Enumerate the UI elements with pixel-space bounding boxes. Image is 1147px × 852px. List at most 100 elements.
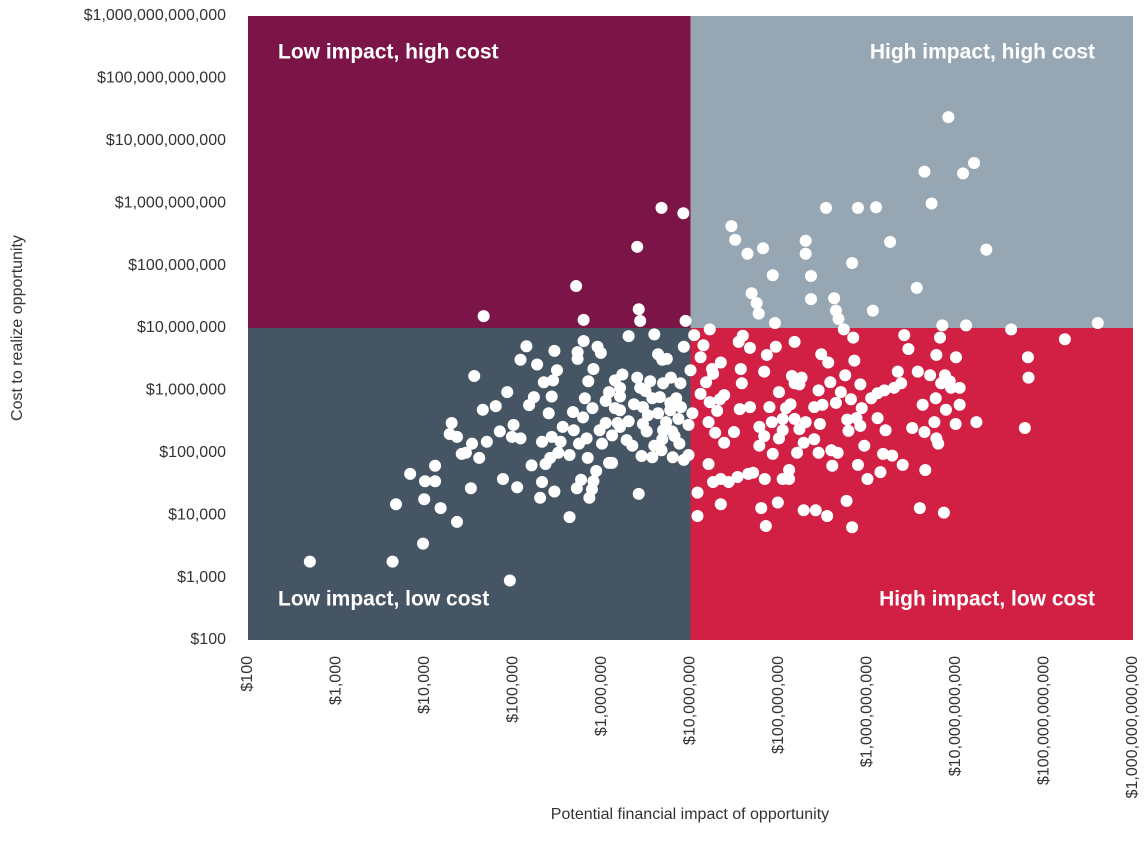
quadrant-label: Low impact, high cost <box>278 41 499 64</box>
y-tick-label: $1,000,000 <box>146 382 226 399</box>
x-tick-label: $10,000,000 <box>682 656 699 745</box>
point <box>525 459 538 472</box>
x-tick-label: $100 <box>239 656 256 692</box>
y-tick-label: $10,000,000 <box>137 319 226 336</box>
point <box>577 313 590 326</box>
point <box>652 407 665 420</box>
point <box>791 446 804 459</box>
point <box>939 403 952 416</box>
point <box>980 243 993 256</box>
point <box>563 449 576 462</box>
point <box>599 417 612 430</box>
point <box>691 486 704 499</box>
point <box>434 502 447 515</box>
point <box>590 465 603 478</box>
point <box>841 413 854 426</box>
point <box>805 270 818 283</box>
point <box>866 304 879 317</box>
point <box>451 515 464 528</box>
point <box>417 537 430 550</box>
y-tick-label: $100 <box>190 631 226 648</box>
point <box>929 392 942 405</box>
point <box>674 401 687 414</box>
x-tick-label: $1,000,000,000 <box>859 656 876 767</box>
point <box>303 555 316 568</box>
point <box>514 432 527 445</box>
point <box>854 419 867 432</box>
point <box>879 424 892 437</box>
point <box>466 437 479 450</box>
point <box>805 293 818 306</box>
point <box>674 377 687 390</box>
point <box>820 201 833 214</box>
point <box>389 498 402 511</box>
point <box>653 391 666 404</box>
point <box>812 446 825 459</box>
x-axis-label: Potential financial impact of opportunit… <box>551 806 829 823</box>
point <box>418 493 431 506</box>
point <box>824 376 837 389</box>
point <box>766 447 779 460</box>
point <box>614 390 627 403</box>
point <box>844 393 857 406</box>
point <box>511 481 524 494</box>
y-tick-label: $100,000,000 <box>128 257 226 274</box>
point <box>507 418 520 431</box>
point <box>477 310 490 323</box>
y-tick-label: $1,000 <box>177 569 226 586</box>
point <box>763 401 776 414</box>
point <box>753 439 766 452</box>
point <box>753 420 766 433</box>
y-tick-label: $1,000,000,000 <box>115 194 226 211</box>
point <box>594 346 607 359</box>
point <box>831 446 844 459</box>
point <box>606 429 619 442</box>
point <box>464 482 477 495</box>
y-tick-label: $100,000 <box>159 444 226 461</box>
point <box>451 430 464 443</box>
point <box>1005 323 1018 336</box>
point <box>769 340 782 353</box>
point <box>741 247 754 260</box>
y-tick-label: $100,000,000,000 <box>97 70 226 87</box>
point <box>577 334 590 347</box>
x-tick-label: $100,000 <box>505 656 522 723</box>
point <box>734 363 747 376</box>
point <box>937 506 950 519</box>
y-tick-label: $10,000 <box>168 506 226 523</box>
y-tick-label: $1,000,000,000,000 <box>84 7 226 24</box>
point <box>829 396 842 409</box>
point <box>666 451 679 464</box>
point <box>622 415 635 428</box>
point <box>386 555 399 568</box>
point <box>429 475 442 488</box>
point <box>895 377 908 390</box>
point <box>703 396 716 409</box>
point <box>707 367 720 380</box>
point <box>925 197 938 210</box>
point <box>788 335 801 348</box>
x-tick-label: $10,000 <box>416 656 433 714</box>
point <box>459 446 472 459</box>
point <box>911 365 924 378</box>
point <box>606 456 619 469</box>
point <box>520 340 533 353</box>
point <box>834 386 847 399</box>
point <box>581 451 594 464</box>
point <box>731 470 744 483</box>
point <box>580 432 593 445</box>
point <box>932 437 945 450</box>
point <box>702 416 715 429</box>
point <box>682 418 695 431</box>
point <box>851 201 864 214</box>
point <box>563 511 576 524</box>
point <box>898 329 911 342</box>
point <box>886 449 899 462</box>
point <box>877 447 890 460</box>
point <box>714 498 727 511</box>
point <box>679 314 692 327</box>
point <box>736 329 749 342</box>
point <box>960 319 973 332</box>
point <box>733 403 746 416</box>
